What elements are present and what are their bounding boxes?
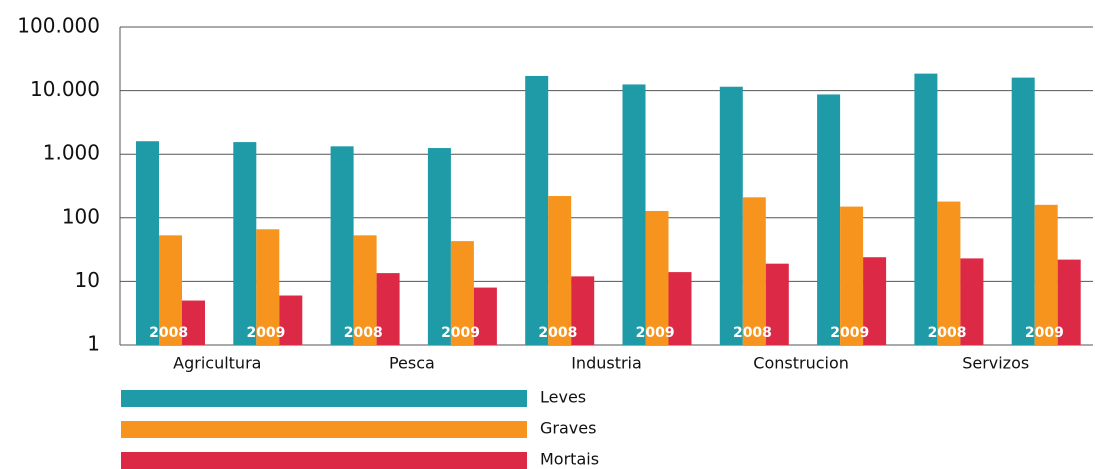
bar (840, 206, 864, 345)
year-label: 2008 (344, 325, 383, 341)
legend-swatch (121, 390, 527, 407)
bar (571, 276, 595, 345)
bar (233, 142, 257, 345)
y-tick-label: 1 (87, 332, 100, 356)
bar (256, 229, 280, 345)
bar (960, 258, 984, 345)
legend-label: Leves (540, 388, 586, 407)
y-tick-label: 10.000 (30, 77, 100, 101)
y-tick-label: 100.000 (17, 14, 100, 38)
bar (376, 273, 400, 345)
y-tick-label: 1.000 (43, 141, 100, 165)
y-tick-label: 10 (75, 268, 100, 292)
year-label: 2008 (149, 325, 188, 341)
bar (863, 257, 887, 345)
bar (1057, 259, 1081, 345)
year-label: 2008 (733, 325, 772, 341)
bar (330, 146, 354, 345)
group-label: Servizos (962, 354, 1029, 373)
group-label: Industria (571, 354, 642, 373)
year-label: 2009 (441, 325, 480, 341)
y-tick-label: 100 (62, 204, 100, 228)
group-label: Agricultura (173, 354, 261, 373)
bar (937, 201, 961, 345)
bar (353, 235, 377, 345)
bar (1011, 77, 1035, 345)
bar (645, 210, 669, 345)
legend-label: Mortais (540, 450, 599, 469)
year-label: 2009 (830, 325, 869, 341)
legend-swatch (121, 421, 527, 438)
bar (668, 272, 692, 345)
bar (427, 148, 451, 345)
bar (719, 86, 743, 345)
bar (914, 73, 938, 345)
legend-label: Graves (540, 419, 596, 438)
year-label: 2009 (636, 325, 675, 341)
bar (548, 196, 572, 345)
year-label: 2009 (246, 325, 285, 341)
year-label: 2008 (538, 325, 577, 341)
bar (279, 295, 303, 345)
bar (1034, 204, 1058, 345)
bar (817, 94, 841, 345)
bar (473, 287, 497, 345)
year-label: 2009 (1025, 325, 1064, 341)
bar (742, 197, 766, 345)
bar (525, 75, 549, 345)
bar (159, 235, 182, 345)
bar (765, 263, 789, 345)
group-label: Construcion (753, 354, 849, 373)
group-label: Pesca (389, 354, 435, 373)
bar (182, 300, 205, 345)
year-label: 2008 (928, 325, 967, 341)
bar (450, 241, 474, 345)
bar (136, 141, 159, 345)
legend-swatch (121, 452, 527, 469)
bar (622, 84, 646, 345)
